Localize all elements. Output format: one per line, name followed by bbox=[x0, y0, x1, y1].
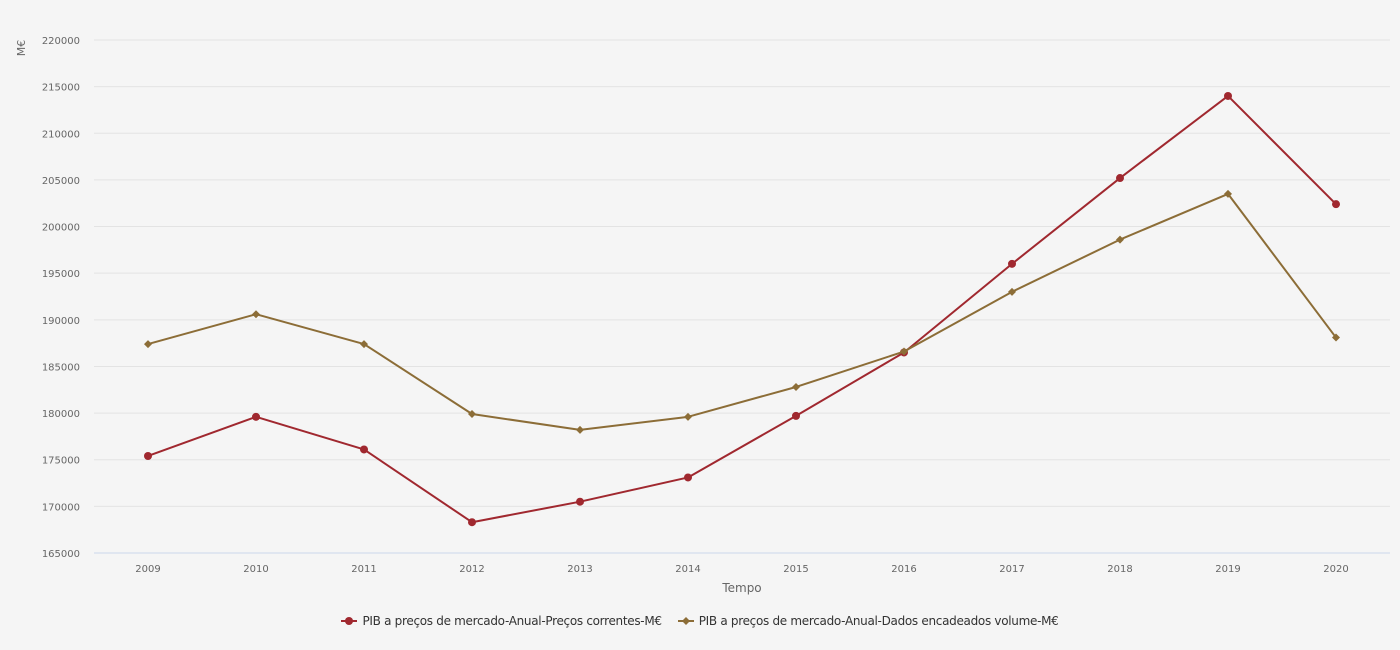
data-point[interactable] bbox=[144, 340, 152, 349]
data-point[interactable] bbox=[1332, 200, 1340, 209]
y-tick-label: 165000 bbox=[42, 549, 80, 560]
legend-item-precos-correntes[interactable]: PIB a preços de mercado-Anual-Preços cor… bbox=[341, 614, 662, 628]
legend: PIB a preços de mercado-Anual-Preços cor… bbox=[0, 614, 1400, 628]
y-tick-label: 190000 bbox=[42, 316, 80, 327]
data-point[interactable] bbox=[1116, 235, 1124, 244]
series-2 bbox=[144, 189, 1340, 434]
data-point[interactable] bbox=[360, 445, 368, 454]
y-tick-label: 180000 bbox=[42, 409, 80, 420]
data-point[interactable] bbox=[576, 425, 584, 434]
y-tick-label: 170000 bbox=[42, 502, 80, 513]
legend-label: PIB a preços de mercado-Anual-Dados enca… bbox=[698, 614, 1059, 628]
x-tick-label: 2009 bbox=[135, 564, 160, 575]
data-point[interactable] bbox=[360, 340, 368, 349]
data-point[interactable] bbox=[1224, 91, 1232, 100]
data-point[interactable] bbox=[1116, 174, 1124, 183]
y-tick-label: 175000 bbox=[42, 456, 80, 467]
y-tick-label: 220000 bbox=[42, 36, 80, 47]
data-point[interactable] bbox=[792, 382, 800, 391]
y-tick-label: 215000 bbox=[42, 83, 80, 94]
y-tick-label: 195000 bbox=[42, 269, 80, 280]
y-tick-label: 210000 bbox=[42, 129, 80, 140]
x-axis-ticks: 2009 2010 2011 2012 2013 2014 2015 2016 2017 2018… bbox=[135, 564, 1348, 575]
data-point[interactable] bbox=[252, 412, 260, 421]
legend-diamond-marker-icon bbox=[677, 617, 694, 625]
data-point[interactable] bbox=[468, 518, 476, 527]
series-line bbox=[147, 94, 1337, 524]
series-line bbox=[147, 192, 1337, 431]
data-point[interactable] bbox=[1008, 287, 1016, 296]
x-tick-label: 2019 bbox=[1215, 564, 1240, 575]
x-tick-label: 2020 bbox=[1323, 564, 1348, 575]
legend-circle-marker-icon bbox=[341, 617, 358, 625]
data-point[interactable] bbox=[684, 473, 692, 482]
x-tick-label: 2010 bbox=[243, 564, 268, 575]
data-point[interactable] bbox=[900, 347, 908, 356]
x-axis-title: Tempo bbox=[721, 581, 761, 595]
data-point[interactable] bbox=[1224, 189, 1232, 198]
y-tick-label: 185000 bbox=[42, 362, 80, 373]
x-tick-label: 2012 bbox=[459, 564, 484, 575]
x-tick-label: 2014 bbox=[675, 564, 700, 575]
data-point[interactable] bbox=[252, 310, 260, 319]
x-tick-label: 2011 bbox=[351, 564, 376, 575]
series-group bbox=[144, 91, 1340, 527]
y-tick-label: 205000 bbox=[42, 176, 80, 187]
data-point[interactable] bbox=[144, 451, 152, 460]
gridlines bbox=[94, 39, 1390, 507]
y-axis-title: M€ bbox=[15, 40, 28, 57]
x-tick-label: 2017 bbox=[999, 564, 1024, 575]
x-tick-label: 2016 bbox=[891, 564, 916, 575]
data-point[interactable] bbox=[792, 411, 800, 420]
data-point[interactable] bbox=[468, 410, 476, 419]
y-tick-label: 200000 bbox=[42, 223, 80, 234]
y-axis-ticks: 165000 170000 175000 180000 185000 190000 1950… bbox=[42, 36, 80, 560]
series-1 bbox=[144, 91, 1340, 527]
data-point[interactable] bbox=[576, 497, 584, 506]
legend-item-dados-encadeados[interactable]: PIB a preços de mercado-Anual-Dados enca… bbox=[677, 614, 1059, 628]
x-tick-label: 2018 bbox=[1107, 564, 1132, 575]
data-point[interactable] bbox=[1332, 333, 1340, 342]
data-point[interactable] bbox=[1008, 259, 1016, 268]
x-tick-label: 2013 bbox=[567, 564, 592, 575]
data-point[interactable] bbox=[684, 412, 692, 421]
x-tick-label: 2015 bbox=[783, 564, 808, 575]
legend-label: PIB a preços de mercado-Anual-Preços cor… bbox=[362, 614, 662, 628]
